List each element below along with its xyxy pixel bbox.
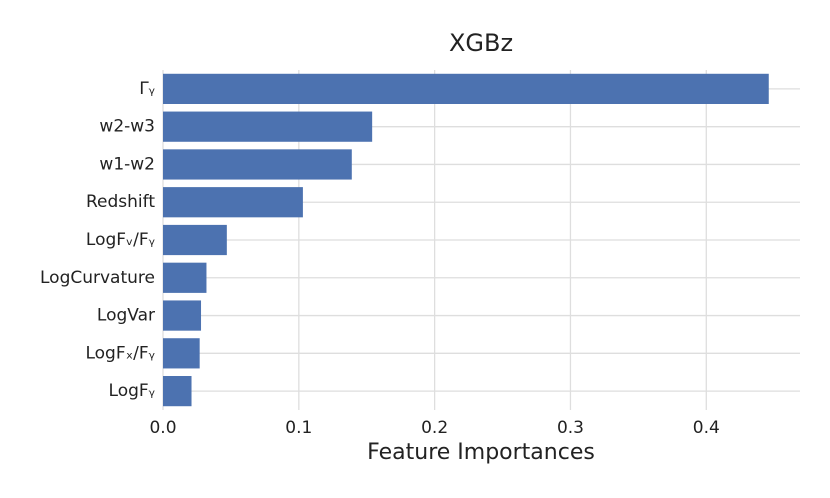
y-tick-label: LogFᵥ/Fᵧ: [86, 230, 156, 250]
bar: [163, 187, 303, 218]
bar: [163, 111, 373, 142]
x-tick-label: 0.4: [693, 418, 720, 438]
bar: [163, 224, 227, 256]
x-axis-label: Feature Importances: [367, 440, 595, 465]
bar: [163, 338, 200, 369]
y-tick-label: LogFₓ/Fᵧ: [85, 343, 155, 363]
x-tick-label: 0.1: [285, 418, 312, 438]
y-tick-label: w1-w2: [99, 154, 155, 174]
y-tick-label: Redshift: [86, 192, 155, 212]
bar: [163, 149, 352, 180]
bar: [163, 376, 192, 407]
y-tick-label: LogVar: [97, 306, 155, 326]
y-tick-label: LogCurvature: [40, 268, 155, 288]
x-tick-label: 0.2: [421, 418, 448, 438]
y-tick-label: LogFᵧ: [109, 381, 156, 401]
chart-title: XGBz: [449, 29, 513, 57]
x-tick-label: 0.3: [557, 418, 584, 438]
bar: [163, 300, 202, 331]
bar: [163, 262, 207, 293]
y-tick-label: Γᵧ: [139, 79, 155, 99]
bar: [163, 73, 769, 104]
x-tick-label: 0.0: [149, 418, 176, 438]
y-tick-label: w2-w3: [99, 117, 155, 137]
